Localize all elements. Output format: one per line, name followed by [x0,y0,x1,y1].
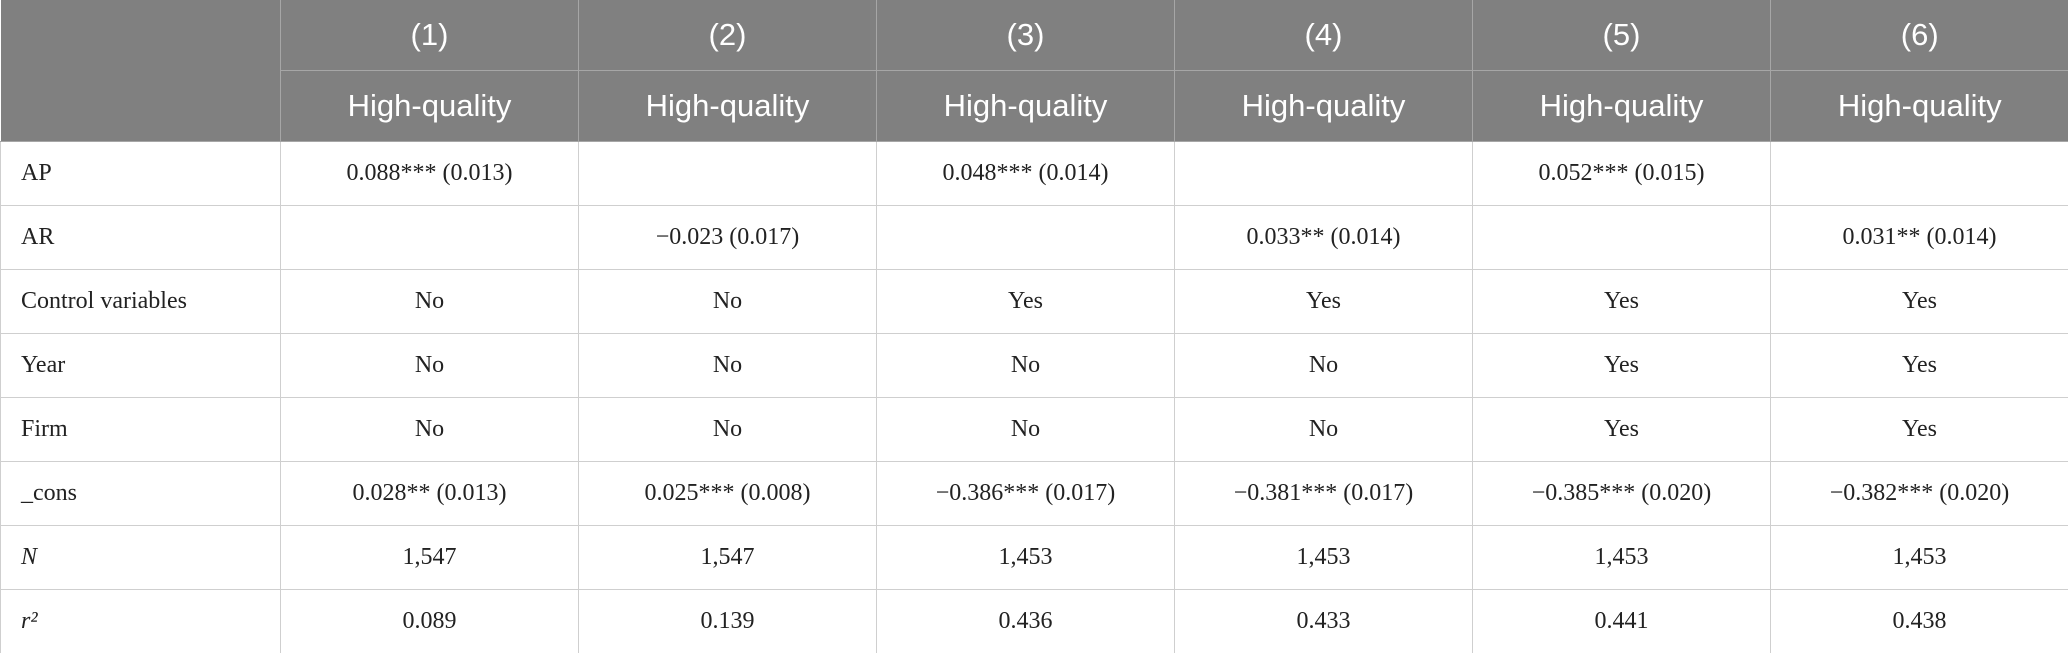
table-cell: 0.139 [578,589,877,653]
table-cell: 0.033** (0.014) [1174,205,1473,270]
table-row: Control variables No No Yes Yes Yes Yes [0,269,2068,334]
table-cell: No [280,397,579,462]
table-row: Year No No No No Yes Yes [0,333,2068,398]
row-label: N [0,525,281,590]
row-label: AP [0,141,281,206]
column-header: (4) [1174,0,1473,71]
table-cell [578,141,877,206]
column-subheader: High-quality [1472,70,1771,142]
table-row: _cons 0.028** (0.013) 0.025*** (0.008) −0.3… [0,461,2068,526]
column-header: (5) [1472,0,1771,71]
table-cell: No [578,397,877,462]
table-cell: 0.089 [280,589,579,653]
table-cell: Yes [1770,333,2068,398]
table-cell: 0.438 [1770,589,2068,653]
table-cell: −0.382*** (0.020) [1770,461,2068,526]
column-subheader: High-quality [1174,70,1473,142]
table-cell: 1,547 [578,525,877,590]
column-subheader: High-quality [578,70,877,142]
row-label: Year [0,333,281,398]
table-cell: 1,453 [876,525,1175,590]
row-label: AR [0,205,281,270]
table-row: N 1,547 1,547 1,453 1,453 1,453 1,453 [0,525,2068,590]
table-header: (1) (2) (3) (4) (5) (6) High-quality High-quali… [0,0,2068,142]
table-cell: Yes [1770,269,2068,334]
table-cell: 0.048*** (0.014) [876,141,1175,206]
table-cell [876,205,1175,270]
header-row: High-quality High-quality High-quality High… [1,70,2068,142]
row-label: r² [0,589,281,653]
table-cell: No [876,397,1175,462]
column-subheader: High-quality [1770,70,2068,142]
table-cell [1174,141,1473,206]
table-cell: 1,453 [1472,525,1771,590]
column-header: (3) [876,0,1175,71]
table-cell: No [578,269,877,334]
header-row: (1) (2) (3) (4) (5) (6) [0,0,2068,142]
table-cell: 1,453 [1770,525,2068,590]
table-cell: Yes [876,269,1175,334]
table-cell: 0.031** (0.014) [1770,205,2068,270]
table-cell: 0.025*** (0.008) [578,461,877,526]
table-cell [280,205,579,270]
table-cell: 0.052*** (0.015) [1472,141,1771,206]
table-cell: Yes [1472,397,1771,462]
table-cell: −0.381*** (0.017) [1174,461,1473,526]
table-cell: −0.023 (0.017) [578,205,877,270]
table-cell: 1,453 [1174,525,1473,590]
table-cell [1472,205,1771,270]
table-cell: Yes [1472,333,1771,398]
corner-cell [0,0,281,142]
table-cell: No [280,333,579,398]
table-cell: Yes [1174,269,1473,334]
table-cell: −0.385*** (0.020) [1472,461,1771,526]
table-cell: Yes [1472,269,1771,334]
table-row: r² 0.089 0.139 0.436 0.433 0.441 0.438 [0,589,2068,653]
table-row: AR −0.023 (0.017) 0.033** (0.014) 0.031** (… [0,205,2068,270]
table-cell: 1,547 [280,525,579,590]
row-label: _cons [0,461,281,526]
table-cell: No [1174,333,1473,398]
table-cell: 0.028** (0.013) [280,461,579,526]
table-cell: No [876,333,1175,398]
row-label: Control variables [0,269,281,334]
table-cell: 0.436 [876,589,1175,653]
table-cell: Yes [1770,397,2068,462]
column-subheader: High-quality [876,70,1175,142]
table-cell: No [1174,397,1473,462]
table-cell [1770,141,2068,206]
column-header: (1) [280,0,579,71]
row-label: Firm [0,397,281,462]
table-row: AP 0.088*** (0.013) 0.048*** (0.014) 0.052*… [0,141,2068,206]
table-cell: 0.088*** (0.013) [280,141,579,206]
column-subheader: High-quality [280,70,579,142]
column-header: (2) [578,0,877,71]
table-body: AP 0.088*** (0.013) 0.048*** (0.014) 0.052*… [0,141,2068,653]
table-cell: No [578,333,877,398]
table-cell: 0.441 [1472,589,1771,653]
table-cell: No [280,269,579,334]
table-cell: −0.386*** (0.017) [876,461,1175,526]
table-cell: 0.433 [1174,589,1473,653]
column-header: (6) [1770,0,2068,71]
table-row: Firm No No No No Yes Yes [0,397,2068,462]
